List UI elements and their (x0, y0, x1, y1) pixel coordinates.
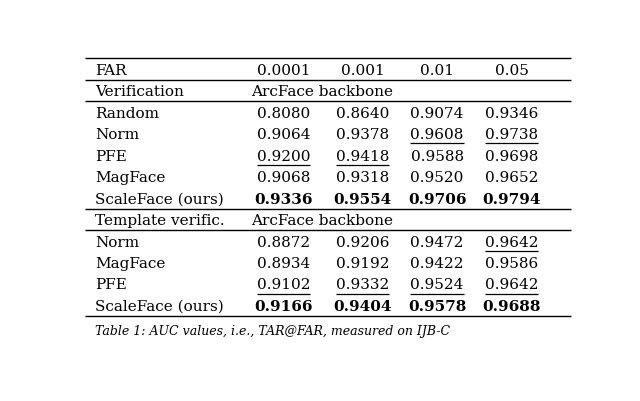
Text: 0.9068: 0.9068 (257, 171, 310, 185)
Text: 0.9074: 0.9074 (410, 106, 464, 120)
Text: 0.9738: 0.9738 (485, 128, 538, 142)
Text: 0.8080: 0.8080 (257, 106, 310, 120)
Text: 0.8872: 0.8872 (257, 235, 310, 249)
Text: ScaleFace (ours): ScaleFace (ours) (95, 299, 223, 313)
Text: 0.9698: 0.9698 (485, 149, 538, 163)
Text: 0.001: 0.001 (341, 64, 385, 78)
Text: MagFace: MagFace (95, 171, 165, 185)
Text: 0.9404: 0.9404 (333, 299, 392, 313)
Text: 0.9706: 0.9706 (408, 192, 467, 206)
Text: Random: Random (95, 106, 159, 120)
Text: PFE: PFE (95, 278, 127, 292)
Text: 0.9688: 0.9688 (483, 299, 541, 313)
Text: PFE: PFE (95, 149, 127, 163)
Text: ArcFace backbone: ArcFace backbone (251, 85, 393, 99)
Text: 0.9318: 0.9318 (336, 171, 389, 185)
Text: 0.9524: 0.9524 (410, 278, 464, 292)
Text: 0.9472: 0.9472 (410, 235, 464, 249)
Text: 0.9378: 0.9378 (336, 128, 389, 142)
Text: 0.9608: 0.9608 (410, 128, 464, 142)
Text: 0.8640: 0.8640 (336, 106, 389, 120)
Text: 0.9520: 0.9520 (410, 171, 464, 185)
Text: Template verific.: Template verific. (95, 213, 225, 227)
Text: FAR: FAR (95, 64, 127, 78)
Text: 0.9418: 0.9418 (336, 149, 389, 163)
Text: 0.8934: 0.8934 (257, 256, 310, 270)
Text: 0.9336: 0.9336 (254, 192, 312, 206)
Text: ScaleFace (ours): ScaleFace (ours) (95, 192, 223, 206)
Text: 0.9200: 0.9200 (257, 149, 310, 163)
Text: 0.9794: 0.9794 (483, 192, 541, 206)
Text: 0.9652: 0.9652 (485, 171, 538, 185)
Text: 0.9192: 0.9192 (336, 256, 390, 270)
Text: MagFace: MagFace (95, 256, 165, 270)
Text: 0.0001: 0.0001 (257, 64, 310, 78)
Text: 0.9642: 0.9642 (484, 278, 538, 292)
Text: ArcFace backbone: ArcFace backbone (251, 213, 393, 227)
Text: 0.9588: 0.9588 (410, 149, 464, 163)
Text: 0.9586: 0.9586 (485, 256, 538, 270)
Text: 0.9206: 0.9206 (336, 235, 390, 249)
Text: Table 1: AUC values, i.e., TAR@FAR, measured on IJB-C: Table 1: AUC values, i.e., TAR@FAR, meas… (95, 324, 450, 337)
Text: 0.9166: 0.9166 (254, 299, 312, 313)
Text: 0.9554: 0.9554 (333, 192, 392, 206)
Text: 0.9332: 0.9332 (336, 278, 389, 292)
Text: 0.9642: 0.9642 (484, 235, 538, 249)
Text: 0.05: 0.05 (495, 64, 529, 78)
Text: 0.01: 0.01 (420, 64, 454, 78)
Text: 0.9422: 0.9422 (410, 256, 464, 270)
Text: 0.9346: 0.9346 (485, 106, 538, 120)
Text: Verification: Verification (95, 85, 184, 99)
Text: 0.9578: 0.9578 (408, 299, 467, 313)
Text: Norm: Norm (95, 235, 139, 249)
Text: Norm: Norm (95, 128, 139, 142)
Text: 0.9102: 0.9102 (257, 278, 310, 292)
Text: 0.9064: 0.9064 (257, 128, 310, 142)
